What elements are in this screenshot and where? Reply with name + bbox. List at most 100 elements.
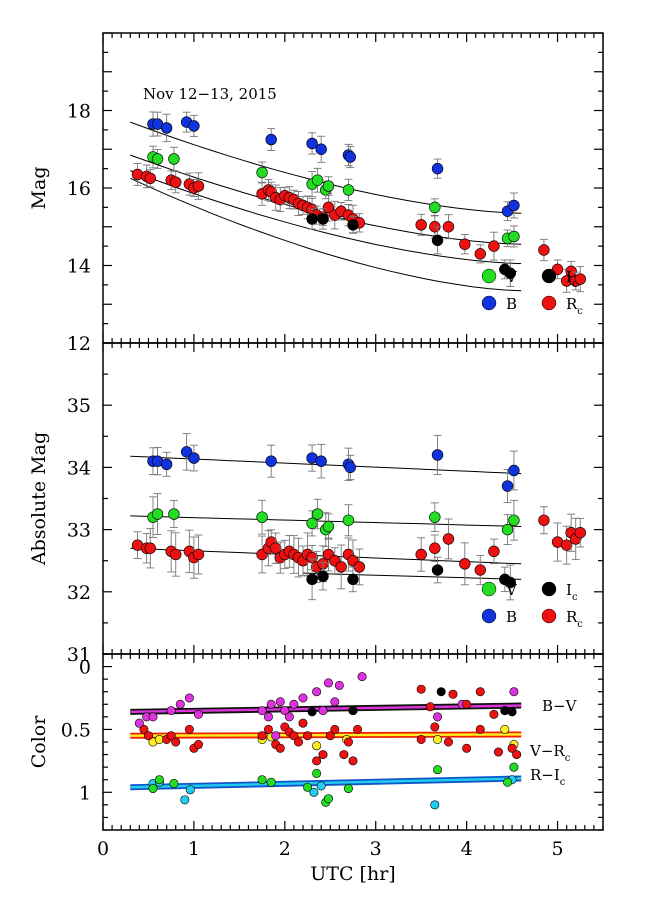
data-point-Ic <box>507 707 517 717</box>
data-point-RI <box>263 712 273 722</box>
data-point-Rc <box>192 180 205 192</box>
data-point-Ic <box>307 707 317 717</box>
fit-line-Ic <box>302 572 522 580</box>
absmag-points: 31 32 33 34 35 Absolute Mag <box>28 342 604 666</box>
legend-ic-marker <box>541 268 557 284</box>
y-axis-title: Absolute Mag <box>28 432 50 566</box>
legend-v-marker <box>481 268 497 284</box>
data-point-Rc <box>459 238 471 250</box>
data-point-Rc <box>343 737 353 747</box>
data-point-V <box>509 762 519 772</box>
data-point-Rc <box>488 545 500 558</box>
legend-ic-label: Ic <box>566 581 578 603</box>
data-point-Rc <box>489 709 499 719</box>
data-point-Rc <box>303 731 313 741</box>
data-point-B <box>501 480 514 492</box>
data-point-V <box>303 782 313 792</box>
data-point-BV <box>316 781 326 791</box>
x-tick-label: 5 <box>551 838 563 860</box>
data-point-V <box>429 511 441 523</box>
data-point-Rc <box>507 743 517 753</box>
data-point-V <box>429 201 441 214</box>
band-center-BV <box>130 777 522 789</box>
data-point-Rc <box>353 724 363 734</box>
y-tick-label: 0 <box>79 657 91 679</box>
data-point-B <box>188 452 200 464</box>
data-point-B <box>344 151 356 163</box>
y-tick-label: 12 <box>67 333 91 355</box>
legend-rc-marker <box>541 295 557 311</box>
data-point-V <box>433 765 443 775</box>
data-point-Rc <box>574 527 586 539</box>
data-point-B <box>265 455 277 467</box>
data-point-RI <box>334 680 344 690</box>
data-point-Rc <box>144 172 156 185</box>
y-tick-label: 33 <box>67 520 91 542</box>
data-point-Rc <box>339 750 349 760</box>
data-point-V <box>168 508 180 520</box>
legend-v-label: V <box>505 268 518 286</box>
legend-rc-label: Rc <box>566 295 583 317</box>
data-point-RI <box>280 706 290 716</box>
x-tick-label: 1 <box>188 838 200 860</box>
data-point-Rc <box>565 265 577 278</box>
data-point-BV <box>430 800 440 810</box>
data-point-V <box>256 511 268 523</box>
data-point-V <box>154 775 164 785</box>
data-point-B <box>431 449 444 461</box>
label-b-v: B−V <box>542 697 578 715</box>
data-point-RI <box>271 731 281 741</box>
data-point-Ic <box>317 570 329 582</box>
data-point-Rc <box>462 699 472 709</box>
legend-b-marker <box>481 295 497 311</box>
data-point-V <box>151 508 164 520</box>
data-point-RI <box>323 678 333 688</box>
data-point-B <box>508 464 520 477</box>
data-point-V <box>151 153 164 165</box>
legend-v-label: V <box>505 581 518 599</box>
data-point-Rc <box>192 548 205 561</box>
data-point-Rc <box>325 731 335 741</box>
data-point-BV <box>185 785 195 795</box>
legend-ic-marker <box>541 581 557 597</box>
data-point-Ic <box>306 213 318 225</box>
data-point-V <box>169 778 179 788</box>
data-point-V <box>306 517 318 530</box>
data-point-Rc <box>415 548 427 561</box>
data-point-B <box>265 133 277 146</box>
data-point-Rc <box>257 731 267 741</box>
y-tick-label: 31 <box>67 644 91 666</box>
data-point-RI <box>266 699 276 709</box>
data-point-RI <box>330 697 340 707</box>
legend-b-marker <box>481 608 497 624</box>
data-point-Rc <box>538 514 550 526</box>
data-point-RI <box>134 718 144 728</box>
data-point-Ic <box>431 564 444 576</box>
y-axis-title: Mag <box>28 167 50 210</box>
data-point-V <box>343 784 353 794</box>
data-point-Rc <box>322 201 335 214</box>
data-point-B <box>160 458 173 470</box>
data-point-RI <box>312 687 322 697</box>
y-axis-title: Color <box>28 715 50 768</box>
data-point-V <box>312 768 322 778</box>
data-point-Rc <box>574 273 586 285</box>
data-point-Rc <box>335 561 347 573</box>
x-tick-label: 3 <box>370 838 382 860</box>
fit-line-Ic <box>130 177 522 292</box>
data-point-Rc <box>443 737 453 747</box>
data-point-V <box>501 523 514 536</box>
fit-line-B <box>130 121 522 214</box>
data-point-RI <box>357 672 367 682</box>
data-point-V <box>323 794 333 804</box>
panel-color: 0 0.5 1 Color B−V V−Rc R−Ic <box>28 653 604 831</box>
data-point-VR <box>312 741 322 751</box>
data-point-Rc <box>275 743 285 753</box>
data-point-Ic <box>504 267 516 279</box>
data-point-Ic <box>500 706 510 716</box>
legend-ic-label: Ic <box>566 268 578 290</box>
absmag-legend: V B Ic Rc <box>481 581 583 630</box>
mag-points: 12 14 16 18 Mag <box>28 32 604 355</box>
data-point-Ic <box>347 573 359 586</box>
